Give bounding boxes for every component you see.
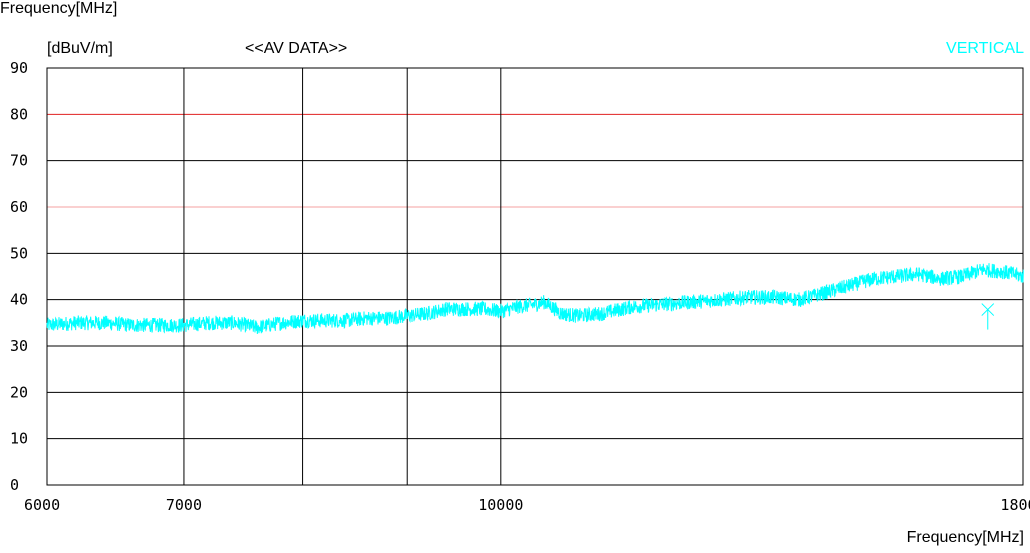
trace-vertical <box>46 263 1025 334</box>
y-tick-label: 40 <box>10 291 28 309</box>
x-tick-label: 18000 <box>1000 496 1030 514</box>
y-tick-label: 90 <box>10 59 28 77</box>
x-tick-label: 6000 <box>24 496 60 514</box>
chart-title: <<AV DATA>> <box>245 40 348 57</box>
x-axis-label: Frequency[MHz] <box>906 529 1024 546</box>
legend-vertical: VERTICAL <box>946 40 1024 57</box>
y-axis-unit-label: [dBuV/m] <box>47 40 113 57</box>
y-tick-label: 20 <box>10 383 28 401</box>
peak-marker <box>981 303 995 330</box>
y-tick-label: 70 <box>10 152 28 170</box>
y-tick-label: 50 <box>10 244 28 262</box>
y-tick-label: 0 <box>10 476 19 494</box>
y-tick-label: 80 <box>10 105 28 123</box>
y-tick-label: 60 <box>10 198 28 216</box>
x-tick-label: 7000 <box>166 496 202 514</box>
x-tick-label: 10000 <box>478 496 523 514</box>
y-tick-label: 30 <box>10 337 28 355</box>
frequency-top-label: Frequency[MHz] <box>0 0 118 17</box>
y-tick-label: 10 <box>10 430 28 448</box>
